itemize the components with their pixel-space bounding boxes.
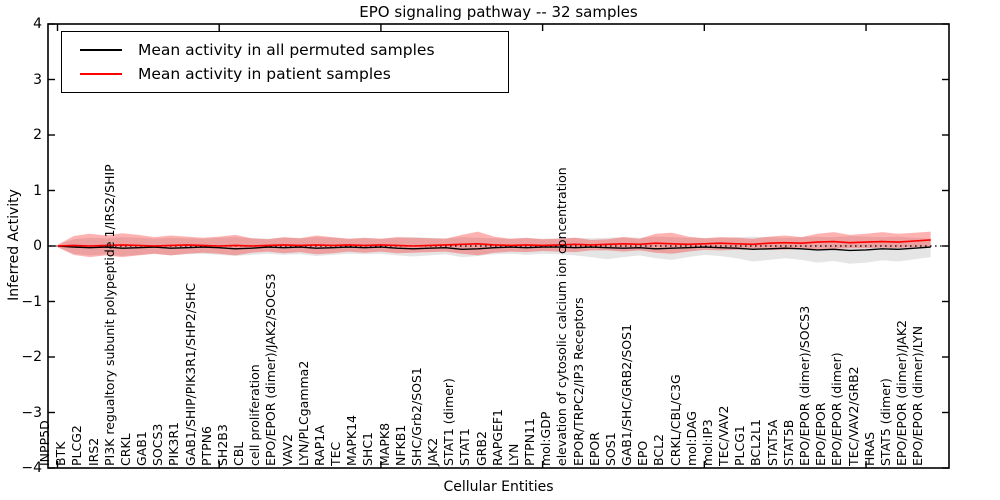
legend: Mean activity in all permuted samples Me…	[61, 31, 509, 93]
y-axis-label: Inferred Activity	[6, 189, 22, 301]
legend-line-swatch-patient	[80, 73, 122, 76]
legend-item-label: Mean activity in all permuted samples	[138, 40, 435, 59]
patient-mean-line	[57, 239, 931, 247]
x-axis-label: Cellular Entities	[443, 479, 554, 495]
chart-title: EPO signaling pathway -- 32 samples	[359, 3, 638, 21]
legend-item: Mean activity in all permuted samples	[68, 41, 502, 59]
legend-line-swatch-permuted	[80, 48, 122, 51]
legend-item: Mean activity in patient samples	[68, 65, 502, 83]
permuted-mean-line	[57, 245, 931, 252]
legend-item-label: Mean activity in patient samples	[138, 65, 391, 84]
